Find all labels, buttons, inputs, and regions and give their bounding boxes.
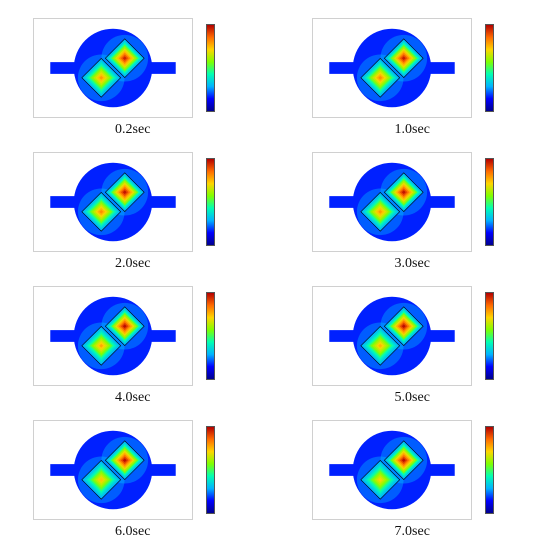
heatmap-plot	[312, 152, 472, 252]
panel-caption: 3.0sec	[395, 256, 430, 272]
heatmap-plot	[312, 286, 472, 386]
heatmap-plot	[33, 420, 193, 520]
heatmap-panel: 5.0sec	[292, 286, 534, 406]
colorbar	[485, 24, 494, 112]
heatmap-plot	[33, 286, 193, 386]
panel-frame	[312, 152, 512, 252]
panel-frame	[33, 18, 233, 118]
panel-frame	[33, 420, 233, 520]
heatmap-panel: 7.0sec	[292, 420, 534, 540]
panel-caption: 0.2sec	[115, 122, 150, 138]
heatmap-plot	[312, 18, 472, 118]
panel-grid: 0.2sec 1.0sec 2.0sec 3.0sec 4.0sec 5.0sec 6.0s…	[12, 18, 533, 540]
heatmap-plot	[33, 152, 193, 252]
colorbar	[206, 24, 215, 112]
panel-frame	[33, 152, 233, 252]
panel-caption: 4.0sec	[115, 390, 150, 406]
heatmap-panel: 3.0sec	[292, 152, 534, 272]
panel-frame	[312, 420, 512, 520]
panel-caption: 6.0sec	[115, 524, 150, 540]
panel-frame	[312, 18, 512, 118]
colorbar	[206, 292, 215, 380]
heatmap-plot	[33, 18, 193, 118]
panel-frame	[312, 286, 512, 386]
panel-caption: 2.0sec	[115, 256, 150, 272]
panel-caption: 1.0sec	[395, 122, 430, 138]
colorbar	[206, 158, 215, 246]
heatmap-plot	[312, 420, 472, 520]
colorbar	[485, 158, 494, 246]
heatmap-panel: 6.0sec	[12, 420, 254, 540]
colorbar	[485, 292, 494, 380]
heatmap-panel: 2.0sec	[12, 152, 254, 272]
panel-frame	[33, 286, 233, 386]
colorbar	[485, 426, 494, 514]
heatmap-panel: 1.0sec	[292, 18, 534, 138]
panel-caption: 7.0sec	[395, 524, 430, 540]
heatmap-panel: 0.2sec	[12, 18, 254, 138]
panel-caption: 5.0sec	[395, 390, 430, 406]
colorbar	[206, 426, 215, 514]
heatmap-panel: 4.0sec	[12, 286, 254, 406]
